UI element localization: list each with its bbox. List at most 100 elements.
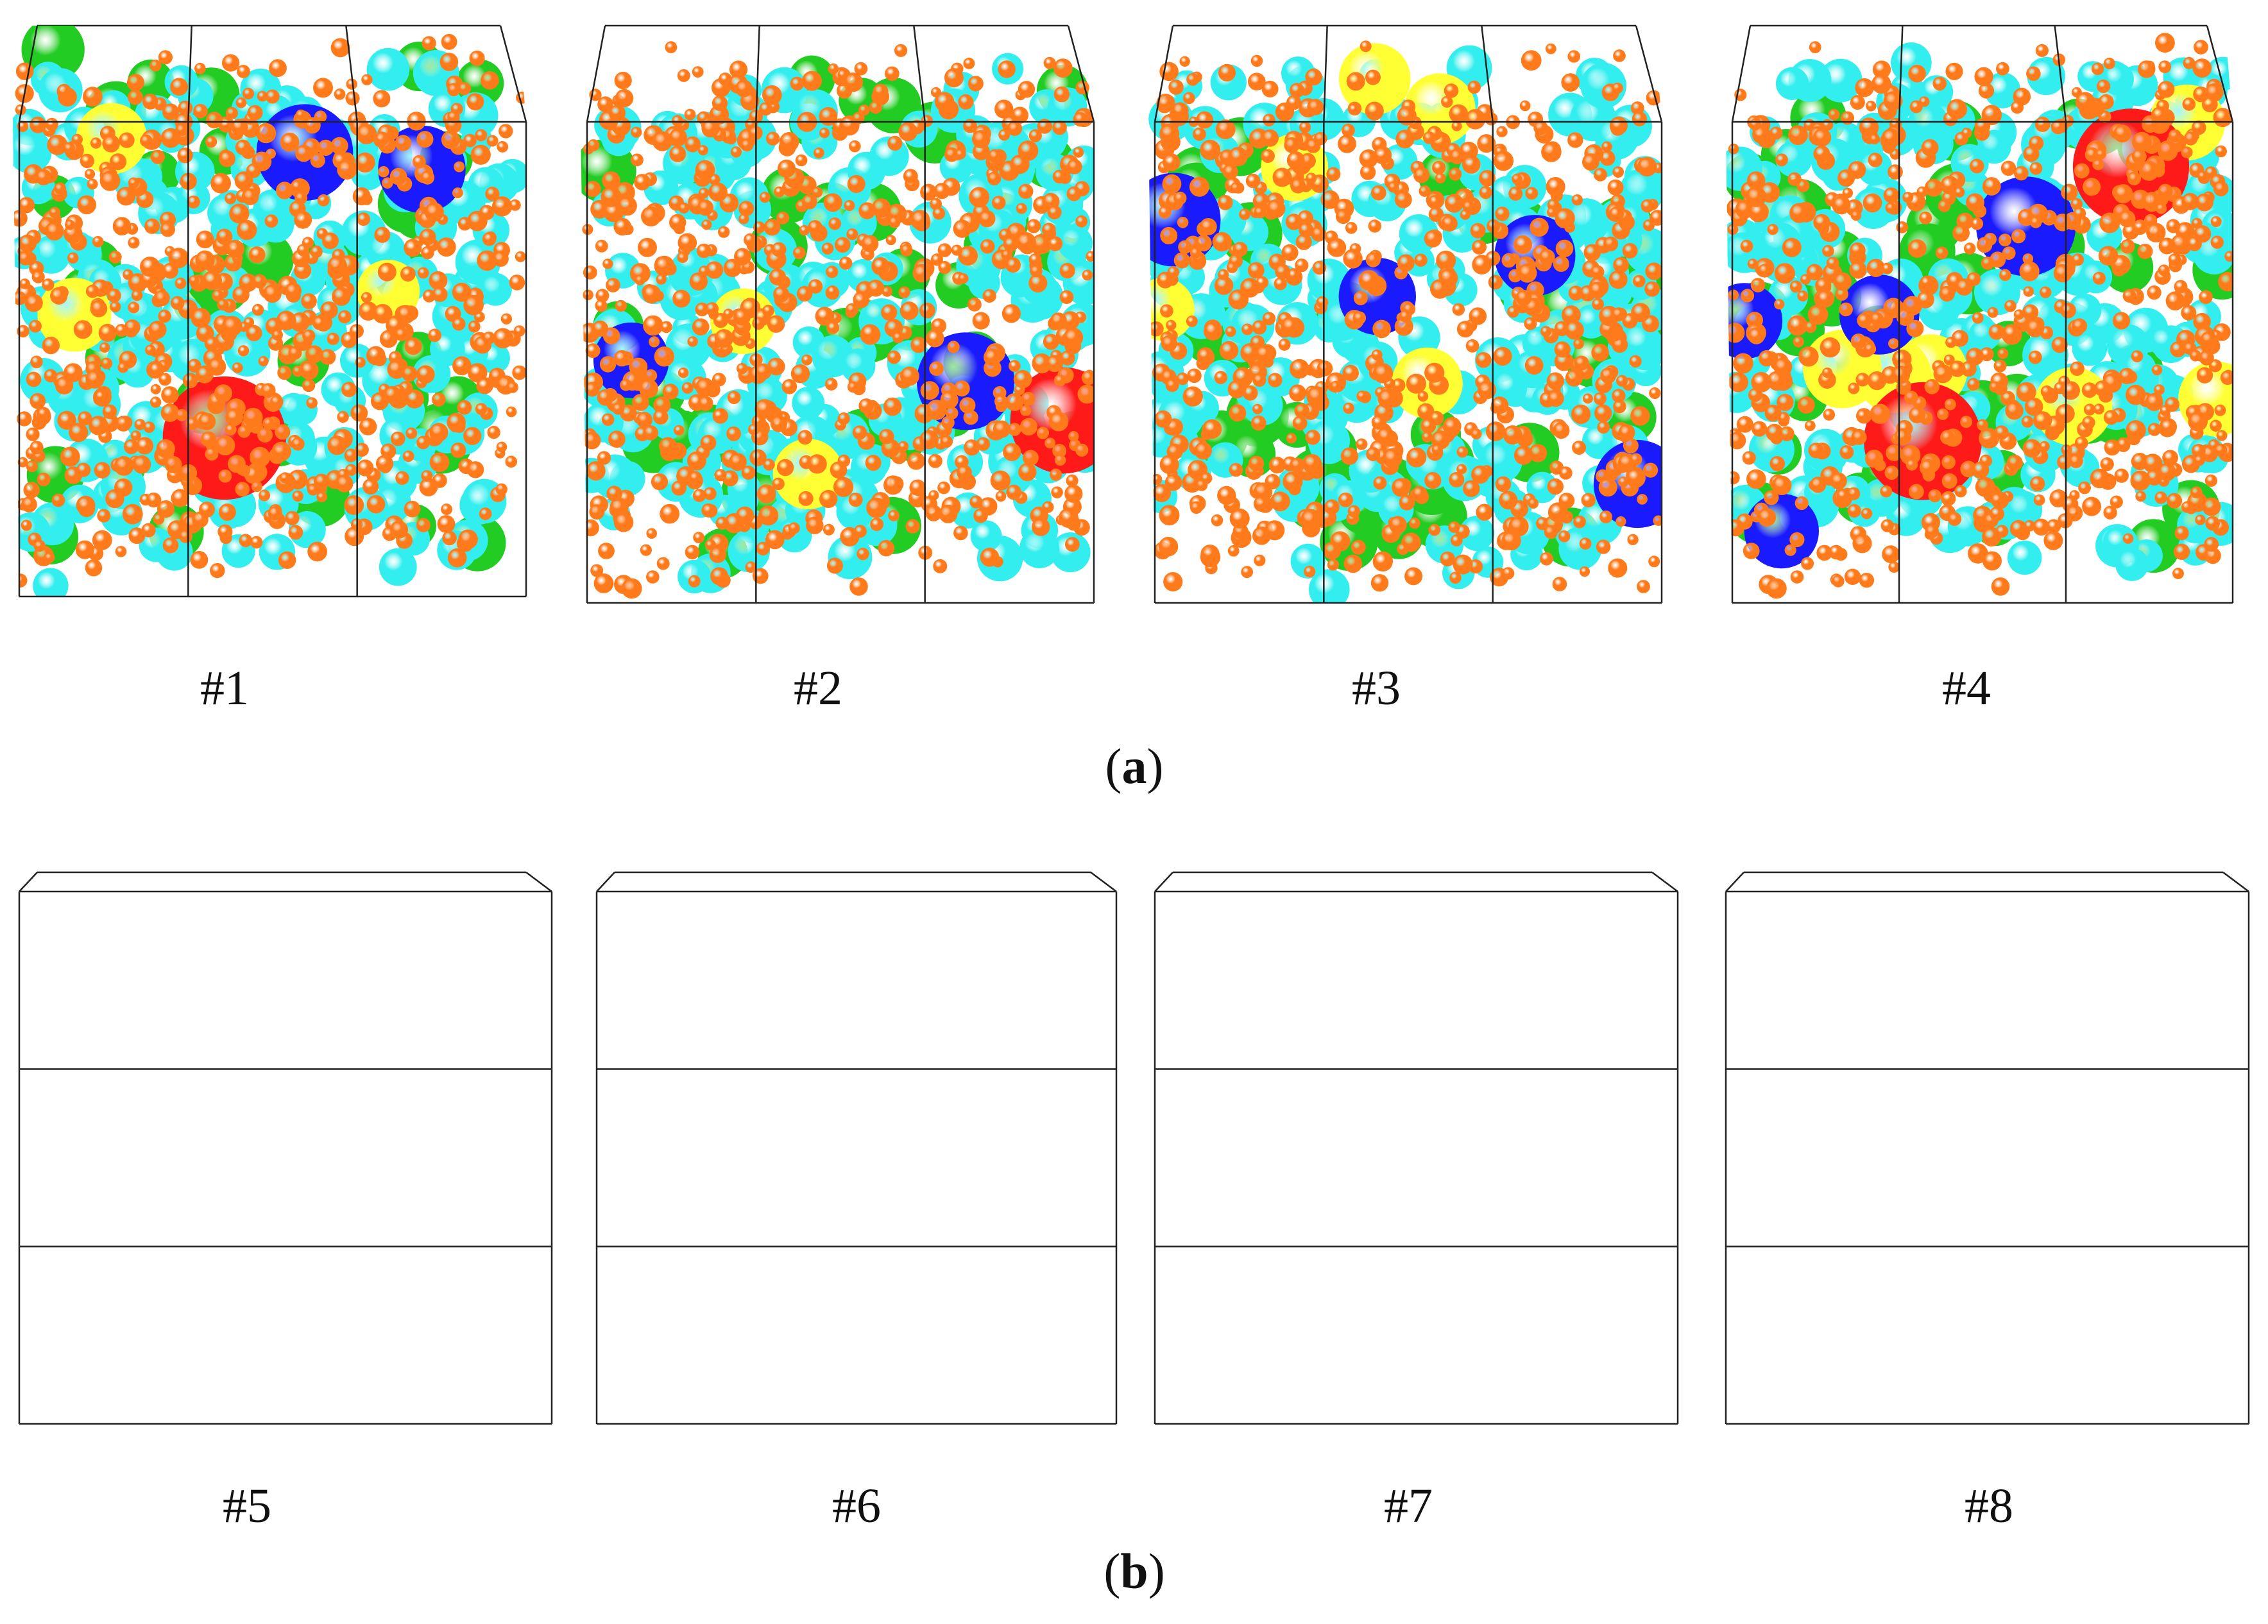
orange-sphere [405, 389, 424, 409]
orange-sphere [31, 270, 45, 283]
orange-sphere [128, 901, 139, 912]
cyan-sphere [607, 981, 643, 1017]
orange-sphere [499, 124, 513, 139]
orange-sphere [1813, 214, 1830, 231]
orange-sphere [383, 385, 402, 404]
cyan-sphere [355, 1369, 387, 1401]
orange-sphere [1227, 380, 1247, 399]
cyan-sphere [1007, 1014, 1050, 1057]
orange-sphere [297, 1251, 308, 1262]
orange-sphere [186, 1266, 201, 1281]
orange-sphere [378, 1103, 396, 1122]
orange-sphere [929, 361, 944, 376]
orange-sphere [44, 552, 55, 563]
cyan-sphere [713, 969, 745, 1001]
orange-sphere [1476, 503, 1493, 521]
orange-sphere [593, 573, 614, 593]
orange-sphere [2213, 181, 2229, 197]
orange-sphere [656, 274, 667, 285]
orange-sphere [891, 1337, 907, 1353]
orange-sphere [79, 1333, 96, 1349]
orange-sphere [296, 1098, 309, 1111]
orange-sphere [844, 200, 855, 211]
orange-sphere [294, 1269, 312, 1287]
orange-sphere [1981, 257, 1995, 270]
orange-sphere [1904, 391, 1918, 405]
orange-sphere [99, 1400, 115, 1416]
orange-sphere [2000, 160, 2016, 176]
orange-sphere [1512, 173, 1522, 185]
orange-sphere [867, 280, 885, 297]
orange-sphere [1422, 431, 1433, 443]
orange-sphere [1924, 178, 1943, 197]
orange-sphere [1003, 443, 1021, 461]
orange-sphere [56, 83, 72, 99]
orange-sphere [30, 116, 47, 133]
orange-sphere [1880, 519, 1894, 532]
cyan-sphere [459, 1015, 496, 1052]
orange-sphere [798, 491, 814, 506]
cyan-sphere [211, 1206, 255, 1251]
cyan-sphere [421, 1192, 459, 1231]
cyan-sphere [2068, 293, 2102, 327]
orange-sphere [2196, 367, 2213, 384]
orange-sphere [331, 1283, 347, 1299]
orange-sphere [336, 1312, 353, 1329]
cyan-sphere [659, 1087, 694, 1122]
orange-sphere [18, 197, 35, 214]
orange-sphere [1816, 289, 1835, 308]
orange-sphere [302, 237, 314, 249]
green-sphere [421, 997, 472, 1049]
orange-sphere [828, 63, 839, 74]
orange-sphere [346, 1097, 366, 1116]
orange-sphere [2205, 516, 2220, 531]
orange-sphere [89, 893, 107, 911]
orange-sphere [1725, 323, 1745, 343]
orange-sphere [1906, 459, 1918, 471]
orange-sphere [162, 262, 178, 279]
orange-sphere [336, 475, 354, 493]
orange-sphere [305, 994, 319, 1008]
orange-sphere [1290, 359, 1309, 379]
cyan-sphere [962, 881, 996, 915]
orange-sphere [660, 503, 680, 524]
cyan-sphere [393, 1346, 438, 1391]
orange-sphere [1256, 276, 1268, 289]
cyan-sphere [1089, 892, 1120, 922]
cyan-sphere [316, 1060, 355, 1098]
orange-sphere [233, 1012, 244, 1024]
orange-sphere [441, 33, 457, 50]
cyan-sphere [166, 1091, 201, 1126]
orange-sphere [776, 211, 790, 224]
orange-sphere [874, 1043, 892, 1062]
orange-sphere [1189, 247, 1202, 259]
orange-sphere [955, 149, 966, 160]
orange-sphere [219, 1401, 234, 1416]
orange-sphere [1059, 508, 1079, 528]
orange-sphere [375, 1304, 389, 1318]
orange-sphere [115, 416, 132, 432]
orange-sphere [326, 1311, 339, 1324]
cyan-sphere [480, 1261, 521, 1302]
cyan-sphere [389, 1244, 422, 1277]
orange-sphere [1837, 169, 1855, 187]
orange-sphere [1629, 355, 1642, 368]
orange-sphere [1159, 455, 1179, 475]
orange-sphere [476, 377, 493, 394]
cyan-sphere [840, 1351, 885, 1396]
cyan-sphere [187, 877, 230, 920]
orange-sphere [714, 329, 733, 348]
packing-panel-4 [1725, 24, 2234, 604]
orange-sphere [450, 1099, 470, 1119]
orange-sphere [597, 96, 613, 113]
orange-sphere [231, 1031, 244, 1044]
orange-sphere [1311, 226, 1327, 242]
orange-sphere [2218, 272, 2233, 292]
orange-sphere [522, 911, 540, 929]
orange-sphere [1018, 81, 1036, 98]
cyan-sphere [463, 1011, 504, 1052]
orange-sphere [709, 546, 726, 563]
cyan-sphere [785, 993, 815, 1024]
orange-sphere [1603, 236, 1619, 251]
orange-sphere [521, 952, 537, 968]
